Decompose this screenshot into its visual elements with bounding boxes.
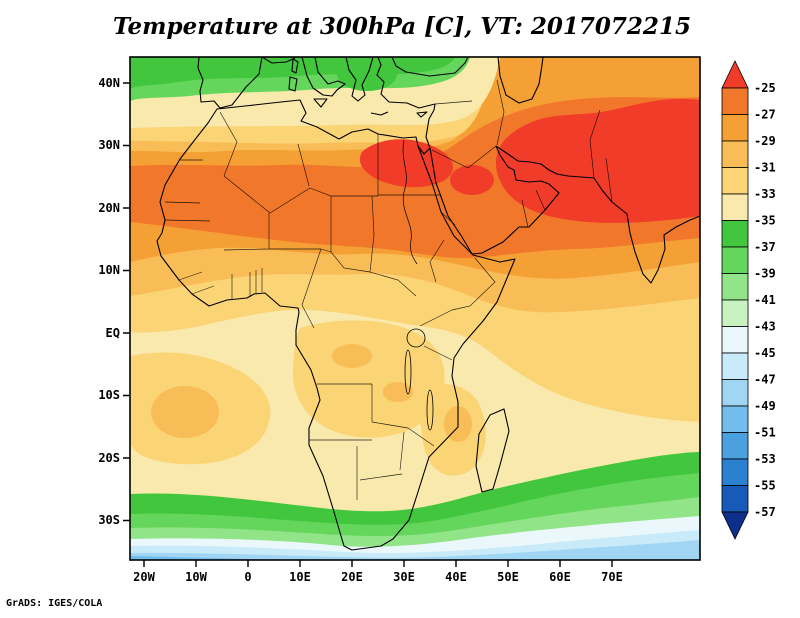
lat-label-30s: 30S xyxy=(98,513,120,527)
contour-egypt-red-blob xyxy=(359,139,454,188)
lon-label-10w: 10W xyxy=(185,570,207,584)
colorbar: -25 -27 -29 -31 -33 -35 -37 -39 -41 -43 … xyxy=(721,60,776,540)
lake-victoria xyxy=(406,328,426,348)
lat-label-eq: EQ xyxy=(106,326,120,340)
colorbar-band-15 xyxy=(721,485,749,513)
contour-southwest-light-orange-blob xyxy=(151,386,219,438)
colorbar-triangle-bottom xyxy=(721,511,749,540)
colorbar-label-15: -55 xyxy=(754,479,776,493)
colorbar-band-6 xyxy=(721,246,749,274)
colorbar-band-2 xyxy=(721,140,749,168)
colorbar-band-13 xyxy=(721,432,749,460)
colorbar-band-9 xyxy=(721,326,749,354)
contour-congo-sandy-blob xyxy=(292,320,445,438)
colorbar-label-7: -39 xyxy=(754,267,776,281)
colorbar-label-16: -57 xyxy=(754,505,776,519)
contour-redsea-red-blob xyxy=(450,165,494,195)
colorbar-band-1 xyxy=(721,114,749,142)
lat-label-10n: 10N xyxy=(98,263,120,277)
lon-label-20w: 20W xyxy=(133,570,155,584)
colorbar-band-3 xyxy=(721,167,749,195)
colorbar-label-3: -31 xyxy=(754,161,776,175)
colorbar-band-14 xyxy=(721,458,749,486)
lon-label-70e: 70E xyxy=(601,570,623,584)
contour-south-blue-band xyxy=(130,540,700,560)
lat-label-30n: 30N xyxy=(98,138,120,152)
map-frame xyxy=(129,56,701,561)
colorbar-band-4 xyxy=(721,193,749,221)
contour-field xyxy=(130,57,700,560)
colorbar-label-4: -33 xyxy=(754,187,776,201)
colorbar-band-7 xyxy=(721,273,749,301)
colorbar-label-0: -25 xyxy=(754,81,776,95)
lon-label-0: 0 xyxy=(244,570,251,584)
lon-label-60e: 60E xyxy=(549,570,571,584)
axis-ticks xyxy=(123,82,613,567)
x-axis-labels: 20W 10W 0 10E 20E 30E 40E 50E 60E 70E xyxy=(133,570,623,584)
colorbar-band-11 xyxy=(721,379,749,407)
colorbar-band-10 xyxy=(721,352,749,380)
river-nile xyxy=(402,139,418,265)
colorbar-label-1: -27 xyxy=(754,108,776,122)
lat-label-20s: 20S xyxy=(98,451,120,465)
lon-label-40e: 40E xyxy=(445,570,467,584)
colorbar-label-12: -49 xyxy=(754,399,776,413)
colorbar-label-2: -29 xyxy=(754,134,776,148)
colorbar-label-6: -37 xyxy=(754,240,776,254)
colorbar-label-9: -43 xyxy=(754,320,776,334)
contour-congo-light-orange-spot xyxy=(332,344,372,368)
contour-mideast-red-blob xyxy=(495,98,700,223)
colorbar-label-11: -47 xyxy=(754,373,776,387)
lat-label-40n: 40N xyxy=(98,76,120,90)
colorbar-triangle-top xyxy=(721,60,749,89)
lat-label-10s: 10S xyxy=(98,388,120,402)
colorbar-band-12 xyxy=(721,405,749,433)
lake-tanganyika xyxy=(404,349,412,395)
colorbar-label-8: -41 xyxy=(754,293,776,307)
colorbar-label-10: -45 xyxy=(754,346,776,360)
contour-congo-light-orange-spot-2 xyxy=(383,382,413,402)
credit-text: GrADS: IGES/COLA xyxy=(6,598,102,609)
lon-label-20e: 20E xyxy=(341,570,363,584)
colorbar-label-13: -51 xyxy=(754,426,776,440)
colorbar-band-5 xyxy=(721,220,749,248)
contour-bottom-left-deep-blue xyxy=(130,556,300,560)
lon-label-10e: 10E xyxy=(289,570,311,584)
country-border-lines xyxy=(164,79,613,500)
lat-label-20n: 20N xyxy=(98,201,120,215)
colorbar-label-5: -35 xyxy=(754,214,776,228)
lon-label-30e: 30E xyxy=(393,570,415,584)
lake-malawi xyxy=(426,389,434,431)
chart-title: Temperature at 300hPa [C], VT: 201707221… xyxy=(113,13,691,40)
coastline-africa-eurasia xyxy=(156,57,700,551)
lon-label-50e: 50E xyxy=(497,570,519,584)
colorbar-label-14: -53 xyxy=(754,452,776,466)
y-axis-labels: 40N 30N 20N 10N EQ 10S 20S 30S xyxy=(98,76,120,527)
colorbar-band-8 xyxy=(721,299,749,327)
colorbar-band-0 xyxy=(721,87,749,115)
